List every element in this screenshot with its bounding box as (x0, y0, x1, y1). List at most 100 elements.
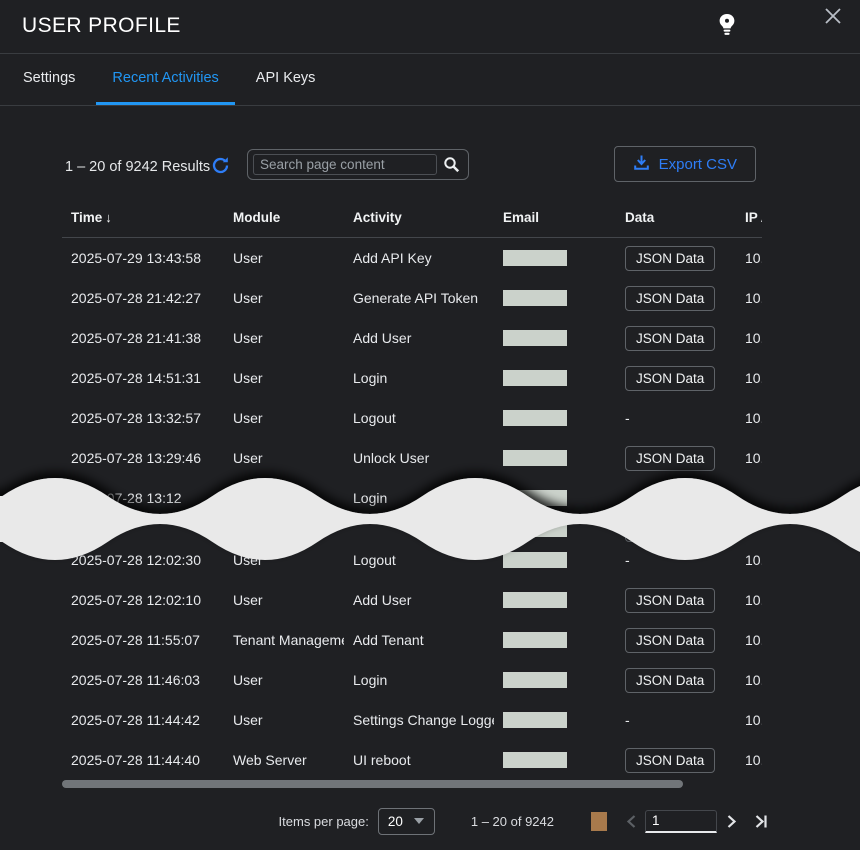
cell-email (494, 521, 616, 537)
cell-module: User (224, 330, 344, 346)
next-page-button[interactable] (725, 814, 738, 829)
table-row: 2025-07-28 14:51:31 User Login JSON Data… (62, 358, 762, 398)
export-csv-label: Export CSV (659, 156, 737, 173)
cell-activity: Login (344, 672, 494, 688)
cell-time: 2025-07-28 11:44:42 (62, 712, 224, 728)
cell-data: JSON Data (616, 748, 736, 773)
export-csv-button[interactable]: Export CSV (614, 146, 756, 182)
cell-email (494, 450, 616, 466)
email-redacted-block (503, 290, 567, 306)
last-page-button[interactable] (753, 814, 770, 829)
sort-descending-icon: ↓ (105, 210, 112, 225)
cell-time: 2025-07-28 13:29:46 (62, 450, 224, 466)
json-data-button[interactable]: JSON Data (625, 517, 715, 542)
table-row: 2025-07-29 13:43:58 User Add API Key JSO… (62, 238, 762, 278)
cell-module: User (224, 450, 344, 466)
json-data-button[interactable]: JSON Data (625, 748, 715, 773)
previous-page-button[interactable] (625, 814, 638, 829)
cell-email (494, 370, 616, 386)
activities-table: Time↓ Module Activity Email Data IP Addr… (62, 198, 762, 780)
table-row: 2025-07-28 21:42:27 User Generate API To… (62, 278, 762, 318)
cell-module: Tenant Management (224, 632, 344, 648)
cell-data: - (616, 712, 736, 728)
cell-module: User (224, 672, 344, 688)
refresh-icon[interactable] (210, 156, 230, 176)
cell-ip: 10. (736, 370, 762, 386)
cell-activity: Settings Change Logged (344, 712, 494, 728)
cell-email (494, 290, 616, 306)
tab-recent-activities[interactable]: Recent Activities (96, 54, 234, 105)
search-icon[interactable] (443, 156, 460, 173)
search-input[interactable] (253, 154, 437, 175)
cell-time: 2025-07-28 11:55:07 (62, 632, 224, 648)
table-row: 2025-07-28 21:41:38 User Add User JSON D… (62, 318, 762, 358)
horizontal-scrollbar[interactable] (62, 780, 683, 788)
table-header-row: Time↓ Module Activity Email Data IP Addr… (62, 198, 762, 238)
cell-data: JSON Data (616, 366, 736, 391)
cell-time: 2025-07-28 11:46:03 (62, 672, 224, 688)
cell-activity: Generate API Token (344, 290, 494, 306)
email-redacted-block (503, 552, 567, 568)
cell-time: 2025-07-28 11:44:40 (62, 752, 224, 768)
email-redacted-block (503, 330, 567, 346)
cell-time: 2025-07-29 13:43:58 (62, 250, 224, 266)
tab-bar: Settings Recent Activities API Keys (0, 54, 860, 106)
items-per-page-value: 20 (388, 814, 403, 829)
table-row-torn: User JSON Data (62, 518, 762, 540)
tab-api-keys[interactable]: API Keys (240, 54, 332, 105)
cell-activity: Login (344, 370, 494, 386)
page-number-input[interactable] (645, 810, 717, 833)
column-header-email: Email (494, 210, 616, 225)
page-title: USER PROFILE (22, 14, 181, 38)
json-data-button[interactable]: JSON Data (625, 668, 715, 693)
close-icon[interactable] (818, 6, 840, 28)
no-data-dash: - (625, 712, 630, 728)
title-bar: USER PROFILE (0, 0, 860, 54)
no-data-dash: - (625, 552, 630, 568)
column-header-module: Module (224, 210, 344, 225)
table-row: 2025-07-28 11:55:07 Tenant Management Ad… (62, 620, 762, 660)
table-row: 2025-07-28 12:02:30 User Logout - 10. (62, 540, 762, 580)
cell-module: User (224, 712, 344, 728)
json-data-button[interactable]: JSON Data (625, 446, 715, 471)
chevron-down-icon (414, 818, 424, 824)
json-data-button[interactable]: JSON Data (625, 366, 715, 391)
cell-module: User (224, 290, 344, 306)
cell-activity: Logout (344, 552, 494, 568)
cell-email (494, 712, 616, 728)
table-row-torn: 2025-07-28 13:12 User Login (62, 478, 762, 518)
cell-data: JSON Data (616, 246, 736, 271)
tab-settings[interactable]: Settings (7, 54, 91, 105)
cell-ip: 10. (736, 410, 762, 426)
email-redacted-block (503, 250, 567, 266)
cell-ip: 10. (736, 752, 762, 768)
cell-ip: 10. (736, 592, 762, 608)
email-redacted-block (503, 370, 567, 386)
cell-time: 2025-07-28 12:02:10 (62, 592, 224, 608)
json-data-button[interactable]: JSON Data (625, 628, 715, 653)
column-header-time[interactable]: Time↓ (62, 210, 224, 225)
lightbulb-icon[interactable] (712, 12, 736, 40)
items-per-page-select[interactable]: 20 (378, 808, 435, 835)
cell-ip: 10. (736, 450, 762, 466)
cell-time: 2025-07-28 13:12 (62, 490, 224, 506)
cell-time: 2025-07-28 14:51:31 (62, 370, 224, 386)
cell-activity: UI reboot (344, 752, 494, 768)
email-redacted-block (503, 712, 567, 728)
cell-module: User (224, 370, 344, 386)
json-data-button[interactable]: JSON Data (625, 286, 715, 311)
cell-time: 2025-07-28 21:42:27 (62, 290, 224, 306)
table-row: 2025-07-28 11:44:40 Web Server UI reboot… (62, 740, 762, 780)
json-data-button[interactable]: JSON Data (625, 246, 715, 271)
cell-activity: Login (344, 490, 494, 506)
json-data-button[interactable]: JSON Data (625, 326, 715, 351)
results-summary: 1 – 20 of 9242 Results (65, 159, 210, 175)
brown-square-swatch (591, 812, 607, 831)
download-icon (633, 154, 650, 175)
json-data-button[interactable]: JSON Data (625, 588, 715, 613)
column-header-activity: Activity (344, 210, 494, 225)
column-header-ip: IP Address (736, 210, 762, 225)
email-redacted-block (503, 490, 567, 506)
cell-module: Web Server (224, 752, 344, 768)
cell-ip: 10. (736, 250, 762, 266)
